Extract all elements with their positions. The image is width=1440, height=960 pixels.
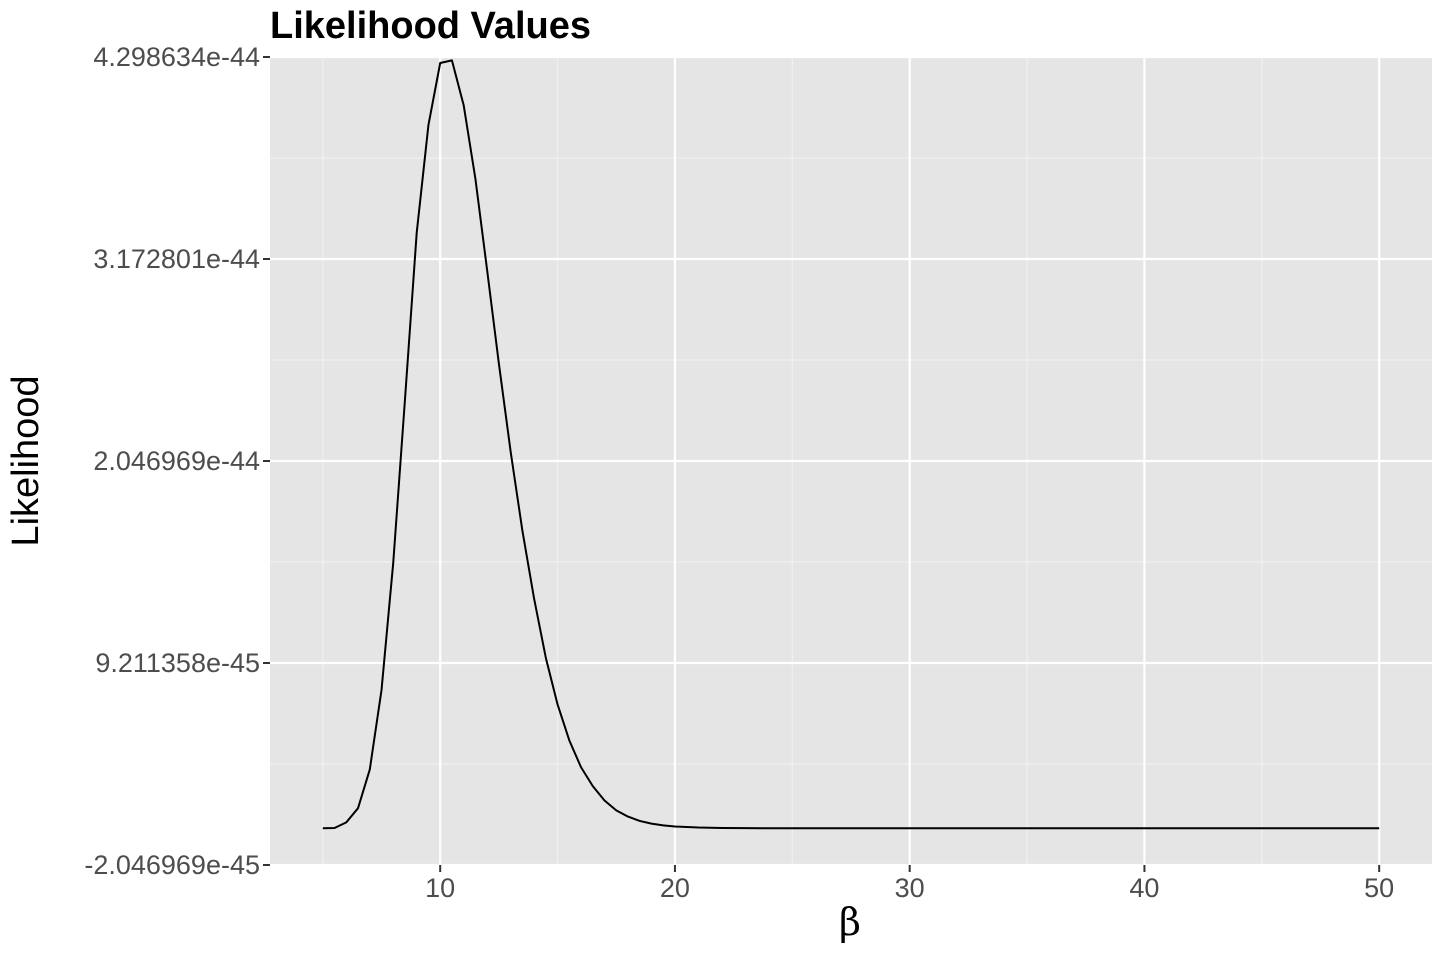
- x-tick-label: 20: [660, 873, 690, 903]
- y-axis: -2.046969e-45 9.211358e-45 2.046969e-44 3.1…: [84, 42, 270, 880]
- y-tick-label: 3.172801e-44: [93, 244, 260, 274]
- y-tick-label: 9.211358e-45: [95, 648, 260, 678]
- x-tick-label: 40: [1129, 873, 1159, 903]
- likelihood-series-line: [322, 59, 1380, 830]
- series-layer: [322, 59, 1380, 830]
- y-tick-label: 4.298634e-44: [93, 42, 260, 72]
- major-grid: [270, 55, 1432, 867]
- y-tick-label: -2.046969e-45: [84, 850, 260, 880]
- chart-title: Likelihood Values: [270, 5, 591, 47]
- x-tick-label: 50: [1364, 873, 1394, 903]
- x-axis: 10 20 30 40 50: [425, 865, 1394, 903]
- x-axis-title: β: [839, 900, 861, 944]
- y-tick-label: 2.046969e-44: [93, 446, 260, 476]
- x-tick-label: 30: [895, 873, 925, 903]
- y-axis-title: Likelihood: [5, 375, 47, 546]
- x-tick-label: 10: [425, 873, 455, 903]
